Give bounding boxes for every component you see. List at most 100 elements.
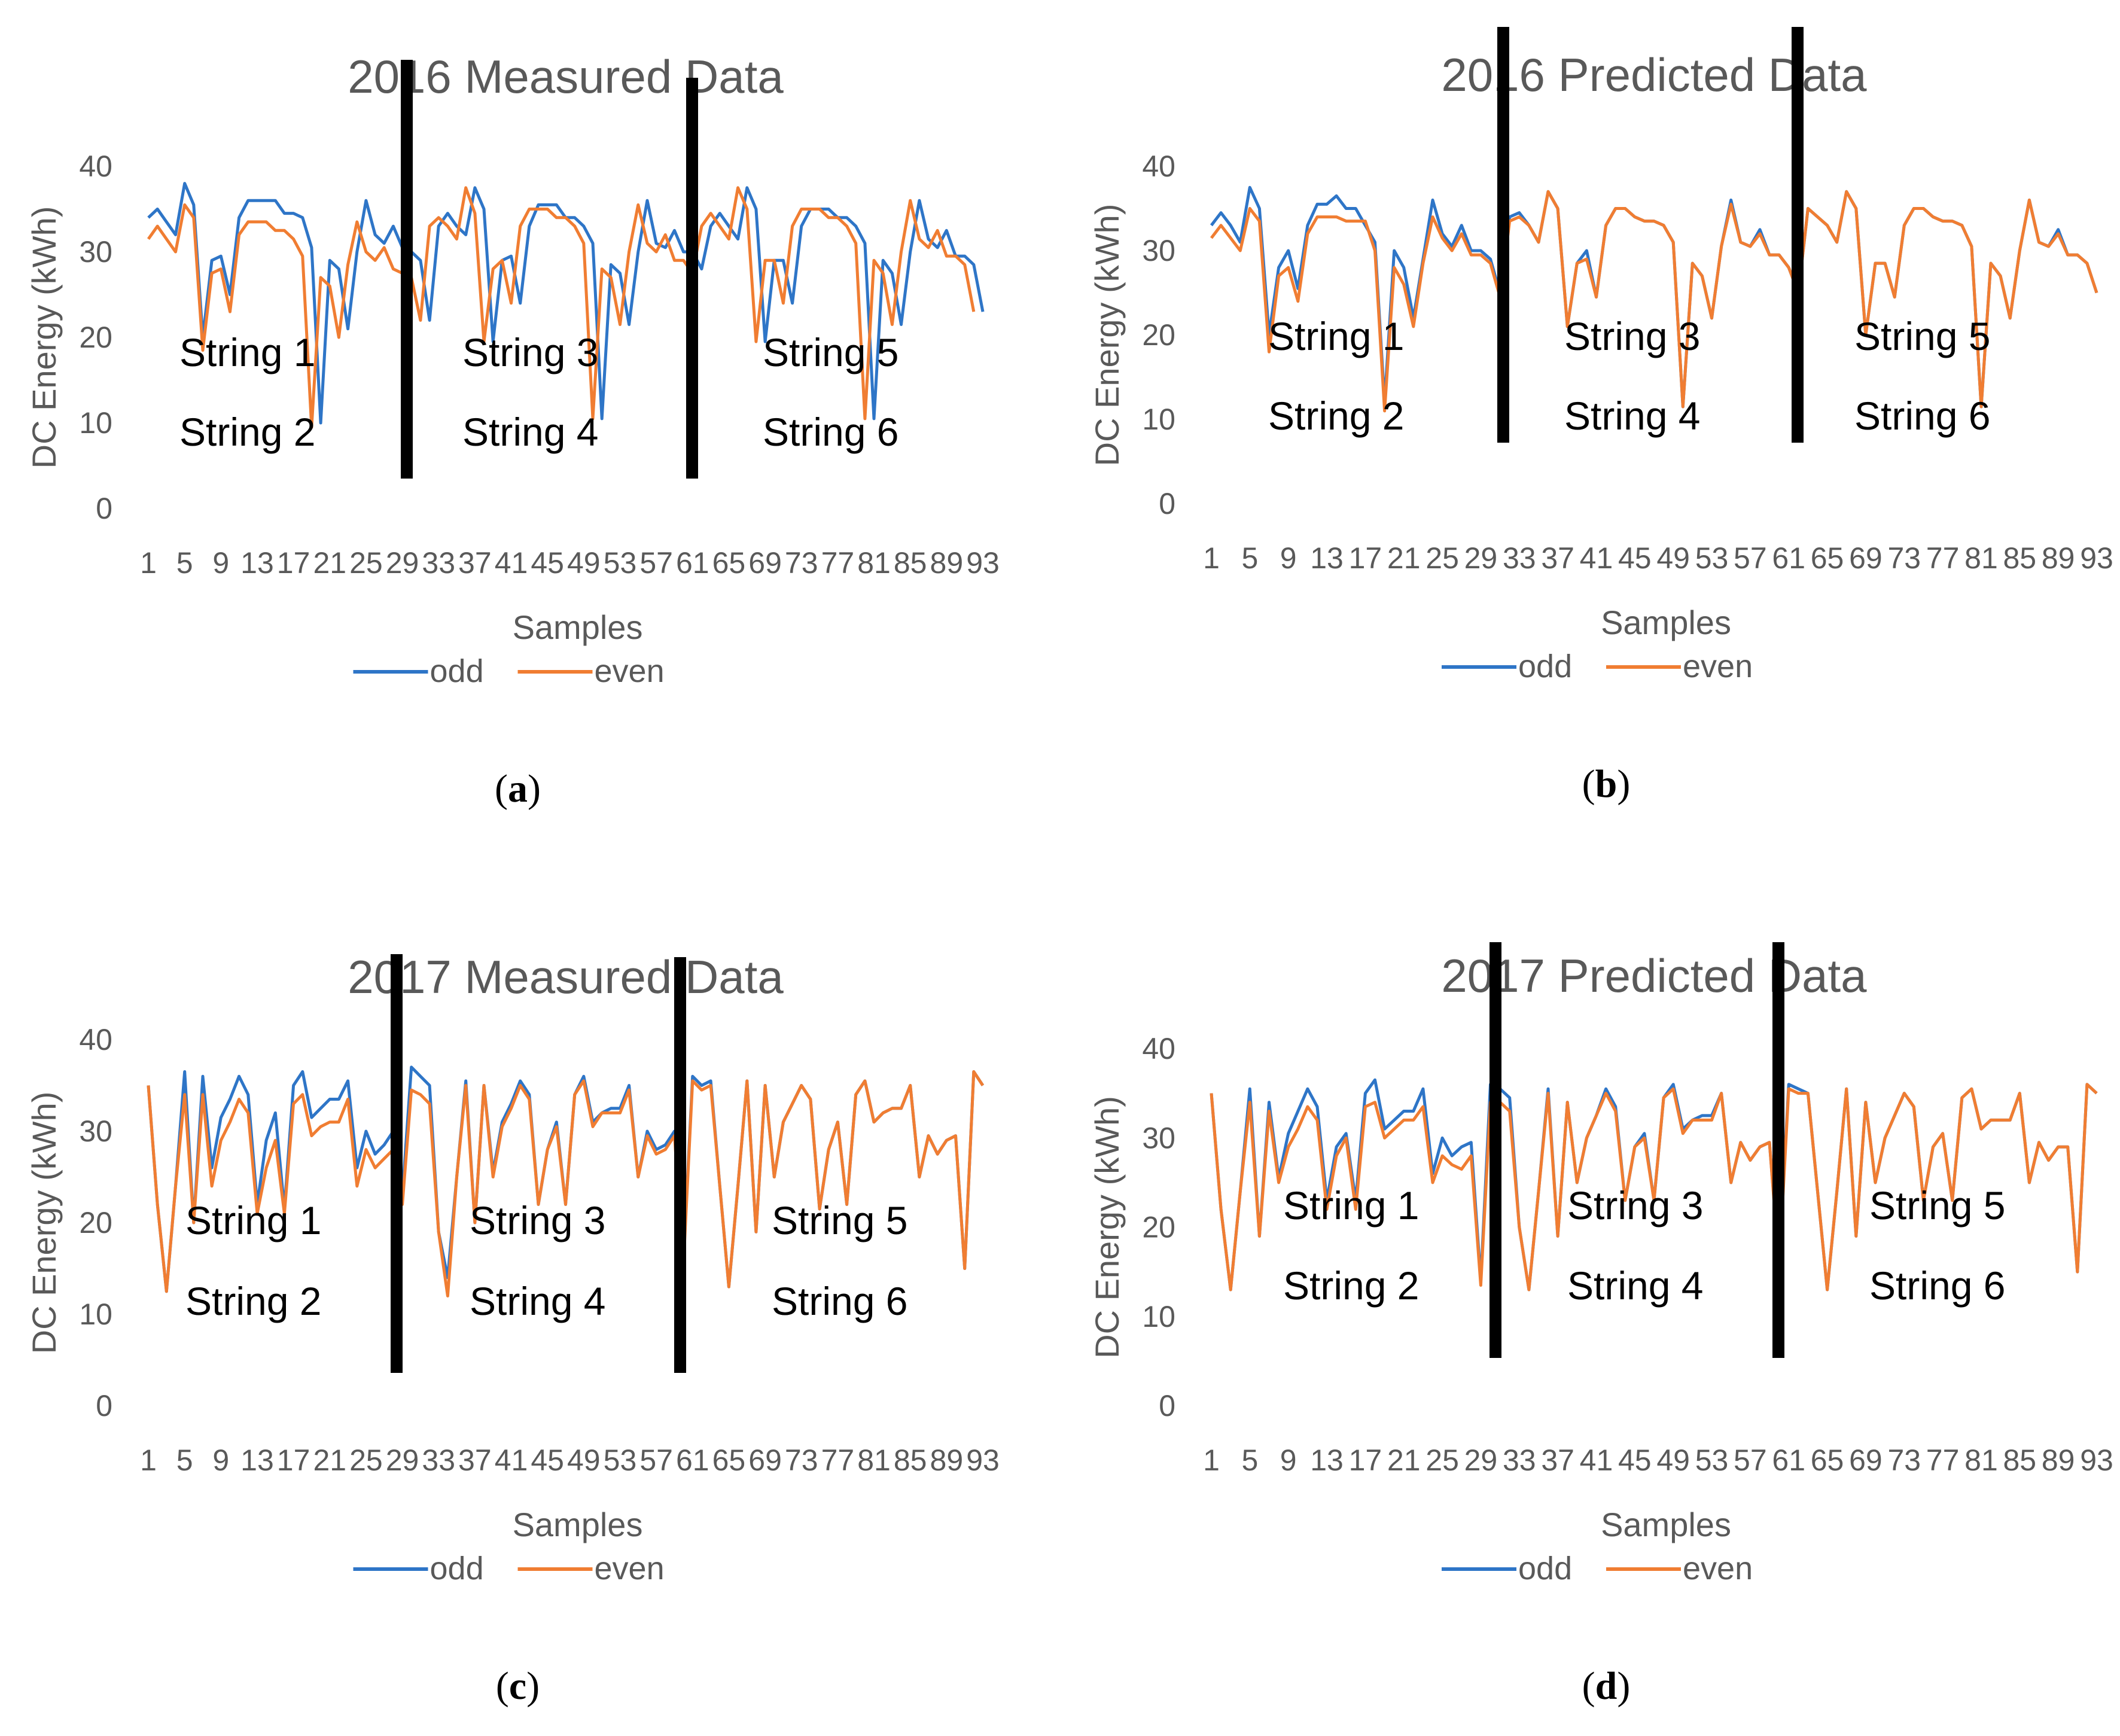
x-tick-label: 53	[604, 546, 637, 580]
x-tick-label: 61	[1772, 541, 1805, 575]
x-tick-label: 21	[313, 1443, 346, 1477]
x-tick-label: 73	[1887, 1443, 1921, 1477]
legend-label-odd: odd	[430, 1551, 484, 1586]
string-label: String 1	[185, 1198, 321, 1242]
x-tick-label: 81	[857, 1443, 891, 1477]
x-tick-label: 93	[966, 1443, 1000, 1477]
x-tick-label: 73	[785, 1443, 818, 1477]
x-tick-label: 93	[966, 546, 1000, 580]
string-label: String 5	[1854, 314, 1990, 358]
y-tick-label: 40	[1142, 1032, 1175, 1065]
x-tick-label: 69	[748, 546, 782, 580]
string-label: String 1	[1268, 314, 1404, 358]
x-tick-label: 29	[1464, 1443, 1498, 1477]
x-tick-label: 37	[1541, 541, 1574, 575]
string-label: String 3	[462, 330, 598, 374]
x-tick-label: 89	[2042, 541, 2075, 575]
y-tick-label: 20	[1142, 318, 1175, 352]
y-tick-label: 20	[79, 1206, 112, 1239]
x-tick-label: 21	[313, 546, 346, 580]
y-tick-label: 0	[1159, 1389, 1175, 1423]
x-tick-label: 69	[748, 1443, 782, 1477]
legend-label-even: even	[1683, 1551, 1753, 1586]
y-tick-label: 30	[79, 235, 112, 269]
x-tick-label: 53	[1695, 1443, 1729, 1477]
x-tick-label: 9	[1280, 1443, 1297, 1477]
x-tick-label: 57	[1734, 1443, 1767, 1477]
panel-caption: (d)	[1582, 1664, 1631, 1708]
string-label: String 3	[470, 1198, 605, 1242]
panel-caption: (a)	[495, 767, 541, 811]
legend-label-odd: odd	[1518, 1551, 1572, 1586]
string-label: String 1	[179, 330, 315, 374]
x-tick-label: 85	[894, 546, 927, 580]
chart-panel-d: 2017 Predicted Data 0 10 20 30 40 DC Energy (k…	[1088, 942, 2113, 1708]
y-tick-label: 10	[79, 406, 112, 440]
y-tick-label: 0	[1159, 487, 1175, 520]
x-tick-label: 41	[495, 1443, 528, 1477]
x-tick-label: 65	[712, 546, 746, 580]
x-tick-label: 81	[857, 546, 891, 580]
x-tick-label: 1	[140, 546, 157, 580]
x-tick-label: 33	[1503, 1443, 1536, 1477]
x-tick-label: 89	[2042, 1443, 2075, 1477]
string-label: String 5	[763, 330, 898, 374]
x-tick-label: 77	[821, 546, 855, 580]
x-tick-label: 17	[277, 546, 310, 580]
y-tick-label: 30	[1142, 1121, 1175, 1155]
string-label: String 4	[462, 410, 598, 454]
x-tick-label: 9	[1280, 541, 1297, 575]
x-tick-label: 69	[1849, 1443, 1883, 1477]
y-axis-label: DC Energy (kWh)	[25, 1092, 63, 1354]
string-label: String 6	[1854, 394, 1990, 438]
string-label: String 1	[1283, 1183, 1419, 1228]
x-tick-label: 33	[1503, 541, 1536, 575]
x-axis-label: Samples	[513, 1506, 643, 1543]
x-tick-label: 45	[531, 1443, 564, 1477]
x-tick-label: 41	[495, 546, 528, 580]
x-tick-label: 57	[1734, 541, 1767, 575]
x-tick-label: 41	[1580, 1443, 1613, 1477]
x-tick-label: 93	[2080, 541, 2113, 575]
panel-caption: (b)	[1582, 762, 1631, 806]
x-tick-label: 85	[2003, 1443, 2036, 1477]
legend-label-odd: odd	[1518, 648, 1572, 684]
string-label: String 5	[1869, 1183, 2005, 1228]
x-tick-label: 33	[422, 546, 455, 580]
string-label: String 2	[1268, 394, 1404, 438]
y-axis-label: DC Energy (kWh)	[1088, 1096, 1126, 1359]
series-line-even	[1210, 190, 2098, 413]
x-tick-label: 1	[1203, 1443, 1220, 1477]
string-label: String 6	[1869, 1263, 2005, 1308]
y-tick-label: 10	[1142, 1300, 1175, 1333]
x-tick-label: 57	[639, 546, 673, 580]
x-axis-label: Samples	[1601, 1506, 1731, 1543]
x-tick-label: 21	[1387, 541, 1421, 575]
chart-title: 2017 Predicted Data	[1441, 949, 1867, 1002]
x-tick-label: 85	[2003, 541, 2036, 575]
y-tick-label: 40	[79, 150, 112, 183]
x-tick-label: 69	[1849, 541, 1883, 575]
x-tick-label: 13	[1310, 541, 1344, 575]
x-tick-label: 49	[1656, 541, 1690, 575]
series-line-even	[147, 186, 976, 429]
x-tick-label: 49	[567, 546, 601, 580]
x-tick-label: 81	[1964, 1443, 1998, 1477]
x-tick-label: 61	[676, 546, 709, 580]
x-axis-label: Samples	[513, 608, 643, 646]
y-tick-label: 10	[1142, 403, 1175, 436]
x-tick-label: 45	[1618, 1443, 1652, 1477]
chart-panel-a: 2016 Measured Data 0 10 20 30 40 DC Energy (kW…	[25, 50, 1000, 811]
y-tick-label: 40	[1142, 150, 1175, 183]
x-tick-label: 53	[604, 1443, 637, 1477]
x-tick-label: 13	[240, 546, 274, 580]
string-label: String 6	[772, 1279, 907, 1323]
x-tick-label: 65	[1811, 541, 1844, 575]
x-tick-label: 61	[1772, 1443, 1805, 1477]
x-tick-label: 17	[1349, 541, 1382, 575]
y-axis-label: DC Energy (kWh)	[25, 206, 63, 469]
x-tick-label: 25	[1425, 1443, 1459, 1477]
y-tick-label: 40	[79, 1023, 112, 1056]
x-tick-label: 37	[458, 546, 492, 580]
